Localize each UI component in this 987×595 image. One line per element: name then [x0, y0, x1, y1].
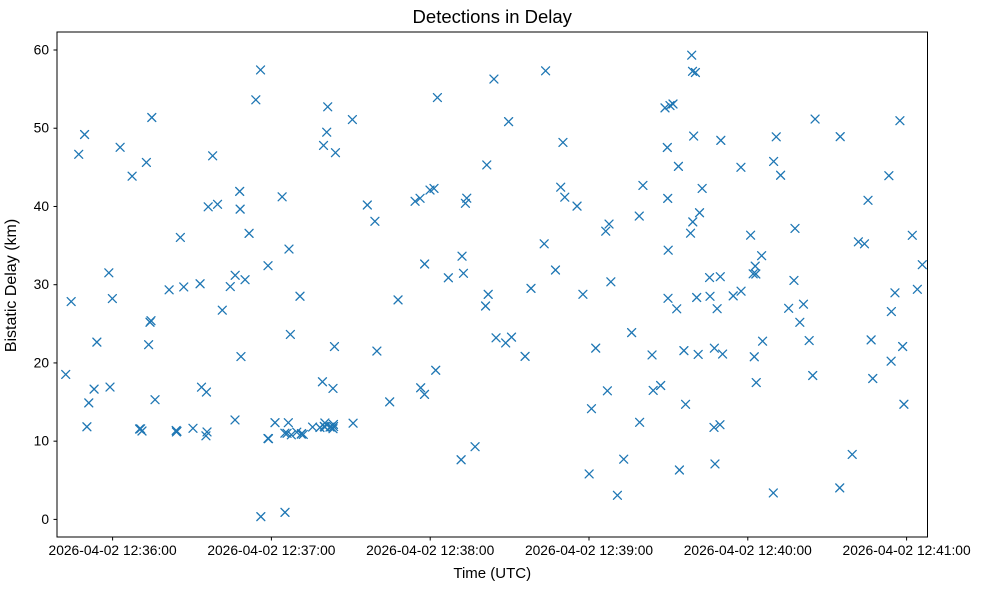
svg-text:Bistatic Delay (km): Bistatic Delay (km): [3, 219, 20, 352]
svg-text:40: 40: [34, 199, 50, 214]
svg-text:30: 30: [34, 277, 50, 292]
svg-text:2026-04-02 12:37:00: 2026-04-02 12:37:00: [207, 543, 335, 558]
svg-text:2026-04-02 12:41:00: 2026-04-02 12:41:00: [843, 543, 971, 558]
svg-text:20: 20: [34, 355, 50, 370]
svg-text:2026-04-02 12:36:00: 2026-04-02 12:36:00: [49, 543, 177, 558]
svg-text:2026-04-02 12:38:00: 2026-04-02 12:38:00: [366, 543, 494, 558]
svg-text:2026-04-02 12:39:00: 2026-04-02 12:39:00: [525, 543, 653, 558]
svg-text:2026-04-02 12:40:00: 2026-04-02 12:40:00: [684, 543, 812, 558]
svg-text:60: 60: [34, 43, 50, 58]
svg-text:50: 50: [34, 121, 50, 136]
svg-text:0: 0: [41, 512, 49, 527]
svg-text:Time (UTC): Time (UTC): [453, 565, 531, 582]
svg-text:10: 10: [34, 434, 50, 449]
svg-text:Detections in Delay: Detections in Delay: [413, 6, 573, 27]
